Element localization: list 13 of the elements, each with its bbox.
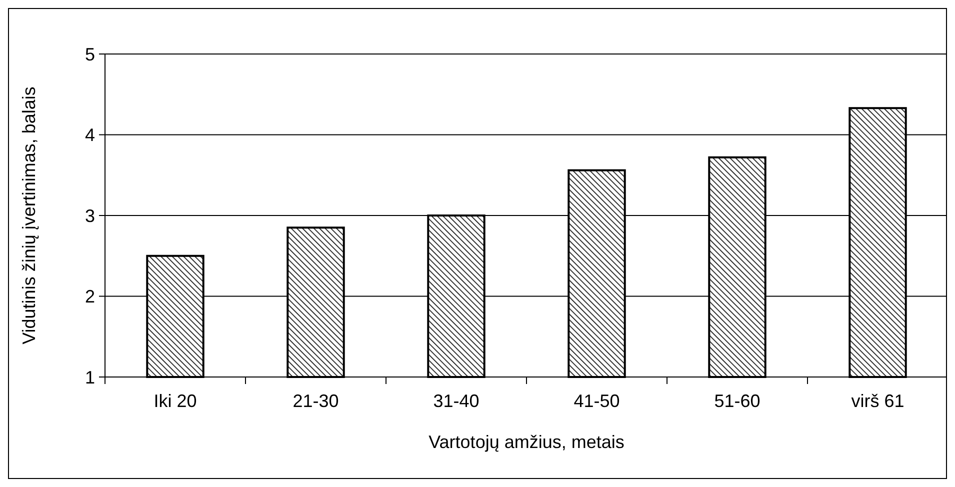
- y-tick-label: 4: [84, 125, 95, 146]
- x-tick-label: virš 61: [851, 391, 904, 411]
- y-tick-label: 3: [84, 206, 95, 226]
- y-tick-label: 5: [84, 44, 95, 64]
- x-axis-title: Vartotojų amžius, metais: [428, 432, 624, 452]
- y-axis-title: Vidutinis žinių įvertinimas, balais: [19, 86, 39, 344]
- y-tick-label: 1: [84, 367, 95, 388]
- x-tick-label: 31-40: [433, 391, 480, 411]
- x-tick-label: 41-50: [574, 391, 620, 411]
- x-tick-label: 21-30: [292, 391, 339, 411]
- y-tick-label: 2: [84, 286, 95, 307]
- x-tick-label: 51-60: [714, 391, 760, 411]
- x-tick-label: Iki 20: [154, 391, 197, 411]
